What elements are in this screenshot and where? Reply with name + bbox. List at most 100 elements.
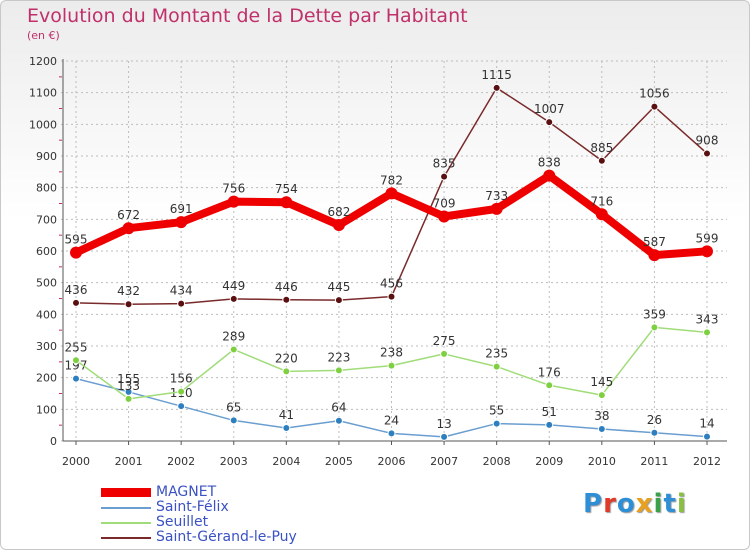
- data-label: 599: [696, 231, 719, 245]
- data-label: 595: [65, 233, 88, 247]
- x-tick-label: 2008: [483, 455, 511, 468]
- data-point: [438, 210, 451, 223]
- data-label: 838: [538, 156, 561, 170]
- data-label: 359: [643, 307, 666, 321]
- legend-swatch: [101, 521, 151, 524]
- data-label: 64: [331, 401, 346, 415]
- data-point: [701, 245, 713, 258]
- y-tick-label: 800: [36, 182, 57, 195]
- x-tick-label: 2004: [272, 455, 300, 468]
- y-tick-label: 600: [36, 245, 57, 258]
- proxiti-logo: Proxiti: [583, 489, 687, 519]
- logo-letter: x: [635, 489, 654, 519]
- data-point: [70, 246, 82, 259]
- data-point: [545, 118, 554, 127]
- x-tick-label: 2010: [588, 455, 616, 468]
- logo-letter: t: [663, 489, 677, 519]
- data-label: 133: [117, 379, 140, 393]
- data-point: [334, 416, 343, 425]
- data-label: 672: [117, 208, 140, 222]
- data-point: [597, 424, 606, 433]
- data-label: 449: [222, 279, 245, 293]
- data-point: [703, 149, 711, 158]
- logo-letter: i: [676, 489, 687, 519]
- data-label: 220: [275, 351, 298, 365]
- data-point: [280, 196, 293, 209]
- data-label: 445: [327, 280, 350, 294]
- y-tick-label: 1000: [29, 118, 57, 131]
- x-tick-label: 2003: [220, 455, 248, 468]
- data-label: 587: [643, 235, 666, 249]
- data-label: 456: [380, 277, 403, 291]
- y-tick-label: 100: [36, 403, 57, 416]
- x-tick-label: 2006: [378, 455, 406, 468]
- data-label: 223: [327, 350, 350, 364]
- legend-label: Saint-Félix: [156, 499, 229, 515]
- data-point: [177, 402, 186, 411]
- data-point: [229, 416, 238, 425]
- y-tick-label: 0: [50, 435, 57, 448]
- data-label: 65: [226, 400, 241, 414]
- data-point: [282, 367, 291, 376]
- data-label: 709: [433, 196, 456, 210]
- data-label: 51: [542, 405, 557, 419]
- data-label: 434: [170, 284, 193, 298]
- data-label: 1115: [481, 68, 512, 82]
- data-point: [72, 356, 80, 365]
- data-label: 38: [594, 409, 609, 423]
- y-tick-label: 1100: [29, 87, 57, 100]
- logo-letter: o: [616, 489, 636, 519]
- data-point: [595, 208, 608, 221]
- data-label: 41: [279, 408, 294, 422]
- legend-swatch: [101, 488, 151, 497]
- legend-label: Seuillet: [156, 514, 209, 530]
- data-point: [124, 300, 133, 309]
- logo-letter: i: [653, 489, 664, 519]
- data-point: [490, 202, 503, 215]
- data-label: 235: [485, 347, 508, 361]
- data-point: [124, 394, 133, 403]
- data-label: 156: [170, 372, 193, 386]
- data-point: [334, 366, 343, 375]
- x-tick-label: 2011: [640, 455, 668, 468]
- data-label: 176: [538, 365, 561, 379]
- data-point: [650, 323, 659, 332]
- data-label: 155: [117, 372, 140, 386]
- data-point: [703, 432, 711, 441]
- data-point: [440, 172, 449, 181]
- data-point: [122, 222, 135, 235]
- data-point: [282, 424, 291, 433]
- chart-subtitle: (en €): [27, 29, 60, 42]
- data-label: 733: [485, 189, 508, 203]
- y-tick-label: 500: [36, 277, 57, 290]
- data-point: [72, 298, 80, 307]
- logo-letter: r: [603, 489, 617, 519]
- data-point: [440, 432, 449, 441]
- data-point: [492, 419, 501, 428]
- data-point: [440, 349, 449, 358]
- data-label: 682: [327, 205, 350, 219]
- data-point: [387, 429, 396, 438]
- data-point: [545, 381, 554, 390]
- data-point: [387, 292, 396, 301]
- data-point: [72, 374, 80, 383]
- y-tick-label: 400: [36, 308, 57, 321]
- data-label: 343: [696, 312, 719, 326]
- data-point: [332, 219, 345, 232]
- x-tick-label: 2007: [430, 455, 458, 468]
- data-point: [175, 216, 188, 229]
- data-label: 275: [433, 334, 456, 348]
- data-label: 255: [65, 340, 88, 354]
- y-tick-label: 1200: [29, 55, 57, 68]
- data-label: 754: [275, 182, 298, 196]
- data-label: 26: [647, 413, 662, 427]
- data-point: [492, 362, 501, 371]
- data-point: [492, 83, 501, 92]
- data-point: [545, 420, 554, 429]
- data-point: [282, 295, 291, 304]
- data-label: 908: [696, 133, 719, 147]
- data-point: [597, 391, 606, 400]
- data-point: [543, 169, 556, 182]
